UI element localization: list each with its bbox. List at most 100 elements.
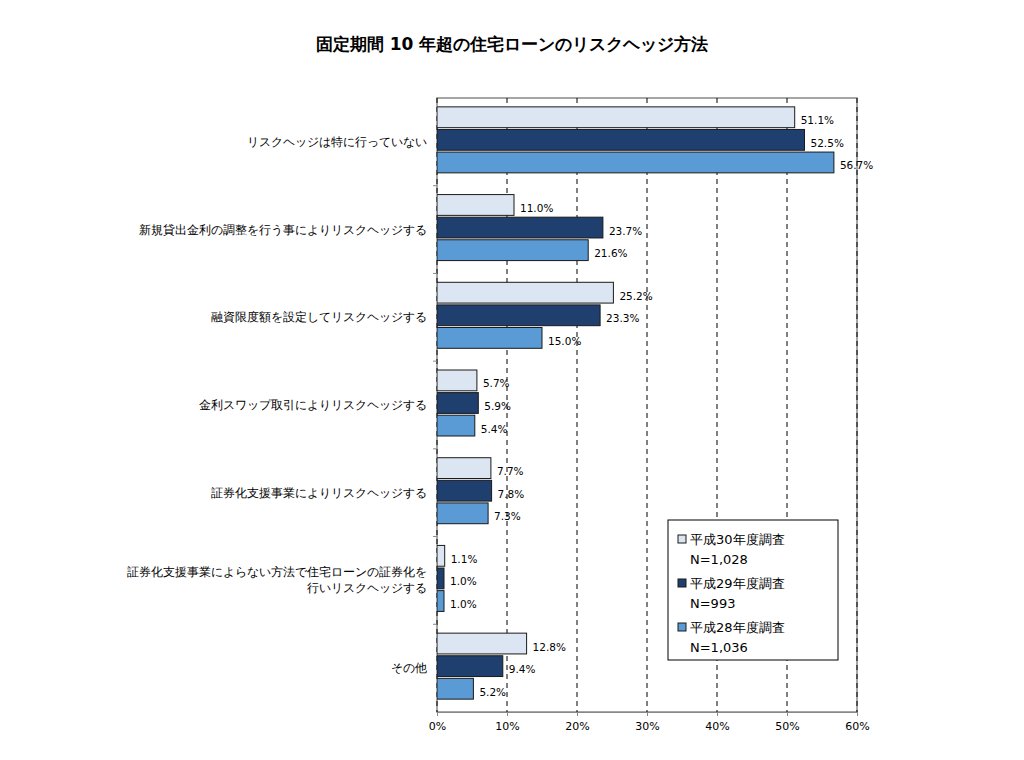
legend-box (668, 520, 838, 660)
x-tick-label: 30% (635, 720, 659, 733)
data-label: 5.7% (483, 377, 510, 389)
bar (437, 217, 603, 238)
data-label: 7.8% (498, 488, 525, 500)
bar (437, 568, 444, 589)
label-line: その他 (391, 661, 427, 675)
legend-swatch (678, 535, 686, 543)
legend-swatch (678, 579, 686, 587)
data-label: 5.4% (481, 423, 508, 435)
data-label: 23.7% (609, 225, 642, 237)
x-tick: 60% (845, 712, 869, 733)
data-label: 15.0% (548, 335, 581, 347)
bar (437, 240, 588, 261)
label-line: リスクヘッジは特に行っていない (247, 134, 427, 148)
legend-note: N=1,036 (690, 640, 748, 655)
data-label: 5.2% (479, 686, 506, 698)
legend-label: 平成28年度調査 (690, 620, 785, 635)
y-separator (433, 536, 437, 537)
y-tick-label: 証券化支援事業によらない方法で住宅ローンの証券化を行いリスクヘッジする (127, 565, 427, 595)
bar (437, 305, 600, 326)
label-line: 新規貸出金利の調整を行う事によりリスクヘッジする (139, 222, 427, 236)
bar (437, 591, 444, 612)
data-label: 5.9% (484, 400, 511, 412)
y-separator (433, 448, 437, 449)
bar (437, 503, 488, 524)
x-tick: 30% (635, 712, 659, 733)
x-tick-mark (647, 712, 648, 716)
data-label: 51.1% (801, 114, 834, 126)
y-tick-label: 融資限度額を設定してリスクヘッジする (211, 310, 427, 324)
grid-line (577, 98, 578, 712)
x-tick-label: 10% (495, 720, 519, 733)
legend-note: N=993 (690, 596, 735, 611)
data-label: 52.5% (811, 137, 844, 149)
data-label: 1.0% (450, 575, 477, 587)
legend-label: 平成30年度調査 (690, 532, 785, 547)
chart: 固定期間 10 年超の住宅ローンのリスクヘッジ方法 0% 10% 20% 30% 40% 5… (0, 0, 1024, 760)
y-axis: リスクヘッジは特に行っていない新規貸出金利の調整を行う事によりリスクヘッジする融… (127, 134, 427, 674)
x-tick-mark (577, 712, 578, 716)
legend-swatch (678, 623, 686, 631)
x-tick: 0% (429, 712, 446, 733)
x-axis-line (438, 713, 858, 717)
data-label: 1.0% (450, 598, 477, 610)
data-label: 12.8% (533, 641, 566, 653)
bar (437, 415, 475, 436)
x-tick-mark (787, 712, 788, 716)
x-tick-label: 40% (705, 720, 729, 733)
data-label: 9.4% (509, 663, 536, 675)
y-tick-label: 証券化支援事業によりリスクヘッジする (211, 485, 427, 499)
y-tick-label: 新規貸出金利の調整を行う事によりリスクヘッジする (139, 222, 427, 236)
title: 固定期間 10 年超の住宅ローンのリスクヘッジ方法 (316, 34, 709, 54)
bar (437, 327, 542, 348)
x-axis: 0% 10% 20% 30% 40% 50% 60% (429, 712, 870, 733)
y-separator (433, 361, 437, 362)
bar (437, 107, 795, 128)
data-label: 23.3% (606, 312, 639, 324)
x-tick: 20% (565, 712, 589, 733)
y-tick-label: リスクヘッジは特に行っていない (247, 134, 427, 148)
label-line: 行いリスクヘッジする (307, 581, 427, 595)
label-line: 金利スワップ取引によりリスクヘッジする (199, 398, 427, 412)
label-line: 融資限度額を設定してリスクヘッジする (211, 310, 427, 324)
data-label: 21.6% (594, 247, 627, 259)
x-tick-label: 60% (845, 720, 869, 733)
x-tick-mark (507, 712, 508, 716)
y-separator (433, 273, 437, 274)
bar (437, 129, 805, 150)
bar (437, 195, 514, 216)
bar (437, 545, 445, 566)
x-tick-mark (717, 712, 718, 716)
grid-line (647, 98, 648, 712)
bar (437, 458, 491, 479)
legend-label: 平成29年度調査 (690, 576, 785, 591)
x-tick-label: 20% (565, 720, 589, 733)
y-separator (433, 185, 437, 186)
data-label: 11.0% (520, 202, 553, 214)
data-label: 25.2% (619, 290, 652, 302)
bar (437, 393, 478, 414)
bar (437, 656, 503, 677)
data-label: 56.7% (840, 159, 873, 171)
x-tick: 40% (705, 712, 729, 733)
data-label: 1.1% (451, 553, 478, 565)
bar (437, 633, 527, 654)
legend-note: N=1,028 (690, 552, 748, 567)
data-label: 7.3% (494, 510, 521, 522)
label-line: 証券化支援事業によりリスクヘッジする (211, 485, 427, 499)
grid (437, 98, 857, 712)
y-axis-ticks (433, 186, 437, 625)
data-label: 7.7% (497, 465, 524, 477)
bar (437, 370, 477, 391)
x-tick: 10% (495, 712, 519, 733)
label-line: 証券化支援事業によらない方法で住宅ローンの証券化を (127, 565, 427, 579)
bar (437, 480, 492, 501)
x-tick-mark (437, 712, 438, 716)
x-tick: 50% (775, 712, 799, 733)
bar (437, 152, 834, 173)
x-tick-mark (857, 712, 858, 716)
bar (437, 282, 613, 303)
y-tick-label: その他 (391, 661, 427, 675)
y-separator (433, 624, 437, 625)
legend: 平成30年度調査 N=1,028 平成29年度調査 N=993 平成28年度調査 N=1,… (668, 520, 838, 660)
